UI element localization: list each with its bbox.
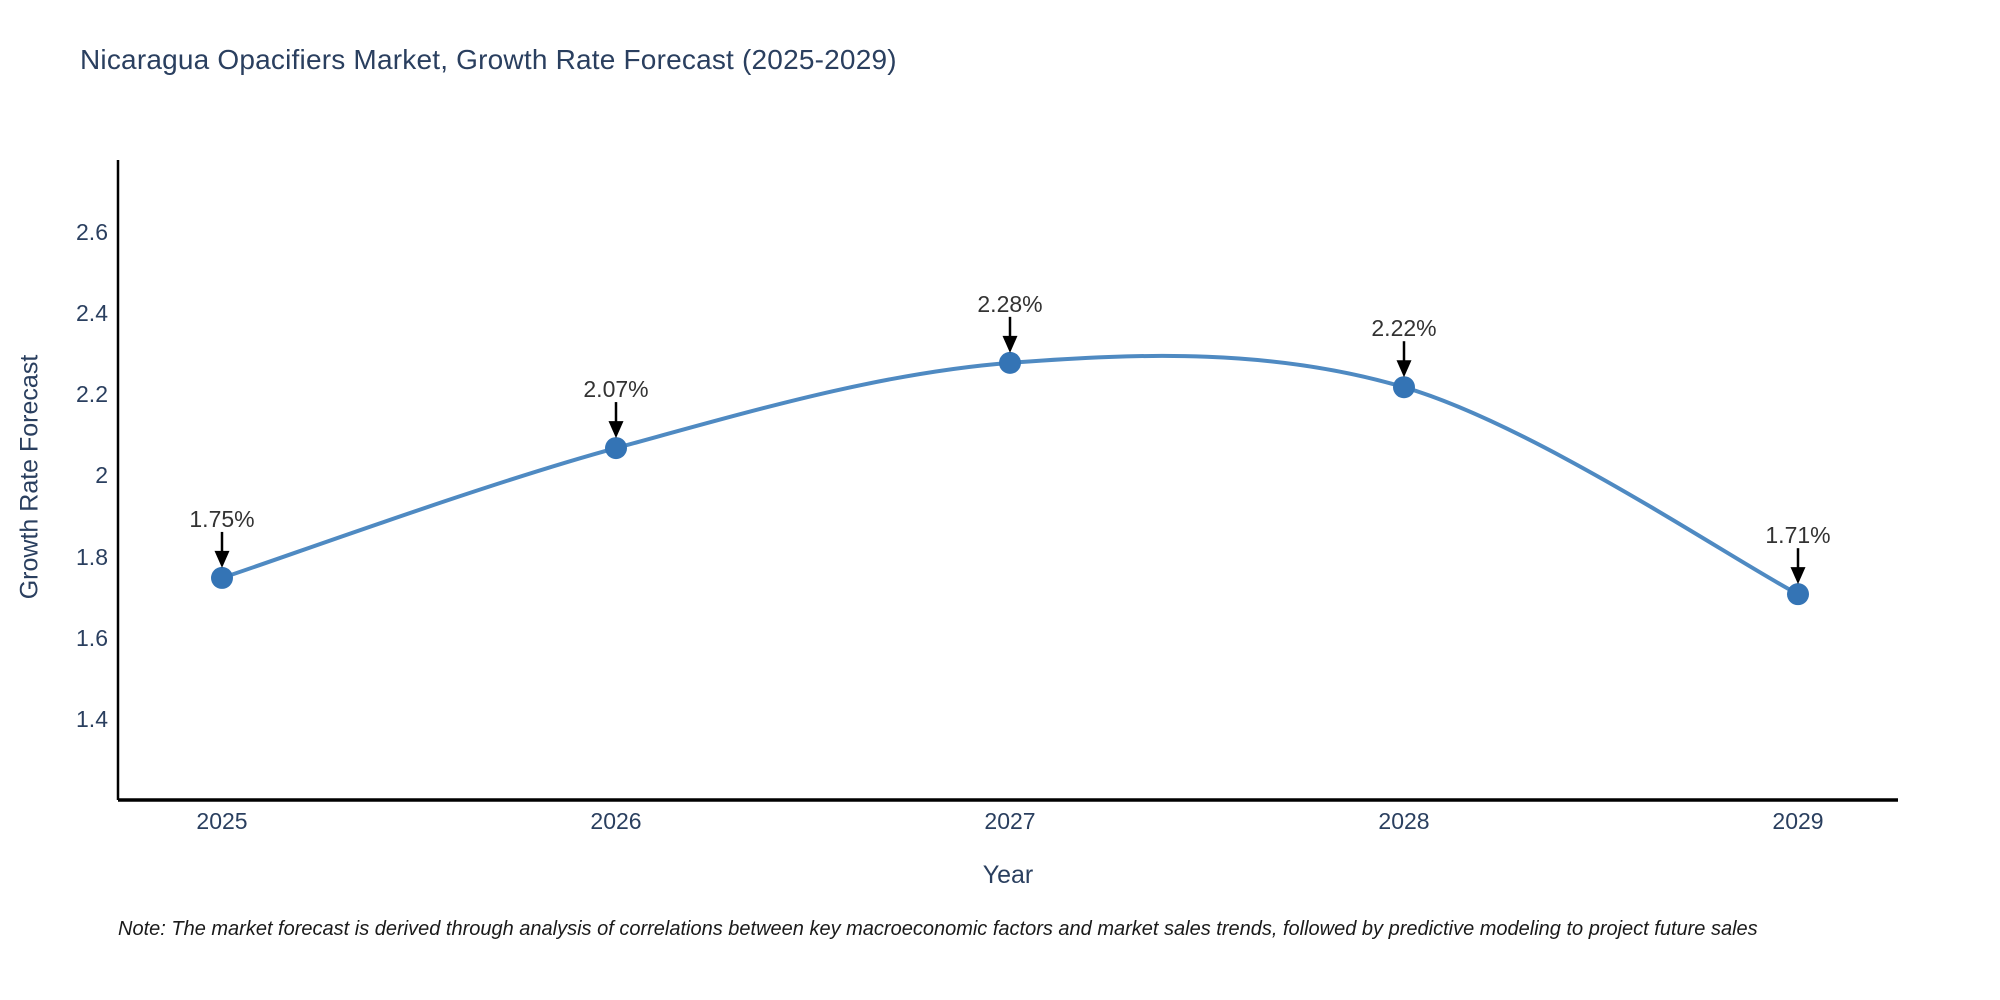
data-point-marker (605, 437, 627, 460)
annotation-arrowhead (1396, 360, 1412, 378)
data-point-value-label: 1.71% (1765, 522, 1831, 549)
annotation-arrowhead (1790, 567, 1806, 585)
x-tick-label: 2025 (196, 808, 248, 834)
data-point-value-label: 2.07% (583, 376, 649, 403)
y-tick-label: 1.4 (76, 705, 108, 732)
forecast-line (220, 353, 1800, 597)
data-point-value-label: 1.75% (189, 505, 255, 532)
annotation-arrowhead (214, 550, 230, 568)
annotation-arrowhead (608, 421, 624, 439)
x-tick-label: 2028 (1378, 808, 1430, 834)
x-axis-title: Year (982, 861, 1034, 889)
annotation-arrowhead (1002, 335, 1018, 353)
y-tick-label: 1.6 (76, 624, 108, 651)
y-tick-label: 2.4 (76, 300, 108, 327)
data-point-marker (999, 351, 1021, 374)
chart-title: Nicaragua Opacifiers Market, Growth Rate… (80, 44, 897, 75)
y-tick-label: 2.6 (76, 219, 108, 245)
data-point-marker (1787, 583, 1809, 606)
footnote: Note: The market forecast is derived thr… (118, 918, 1758, 940)
data-point-value-label: 2.28% (977, 290, 1043, 317)
x-tick-label: 2027 (984, 808, 1036, 834)
data-point-value-label: 2.22% (1371, 315, 1437, 342)
y-tick-label: 2.2 (76, 381, 108, 408)
y-tick-label: 1.8 (76, 543, 108, 570)
x-tick-label: 2026 (590, 808, 642, 834)
data-point-marker (211, 566, 233, 589)
data-point-marker (1393, 376, 1415, 399)
x-tick-label: 2029 (1772, 808, 1824, 834)
y-tick-label: 2 (95, 462, 108, 489)
